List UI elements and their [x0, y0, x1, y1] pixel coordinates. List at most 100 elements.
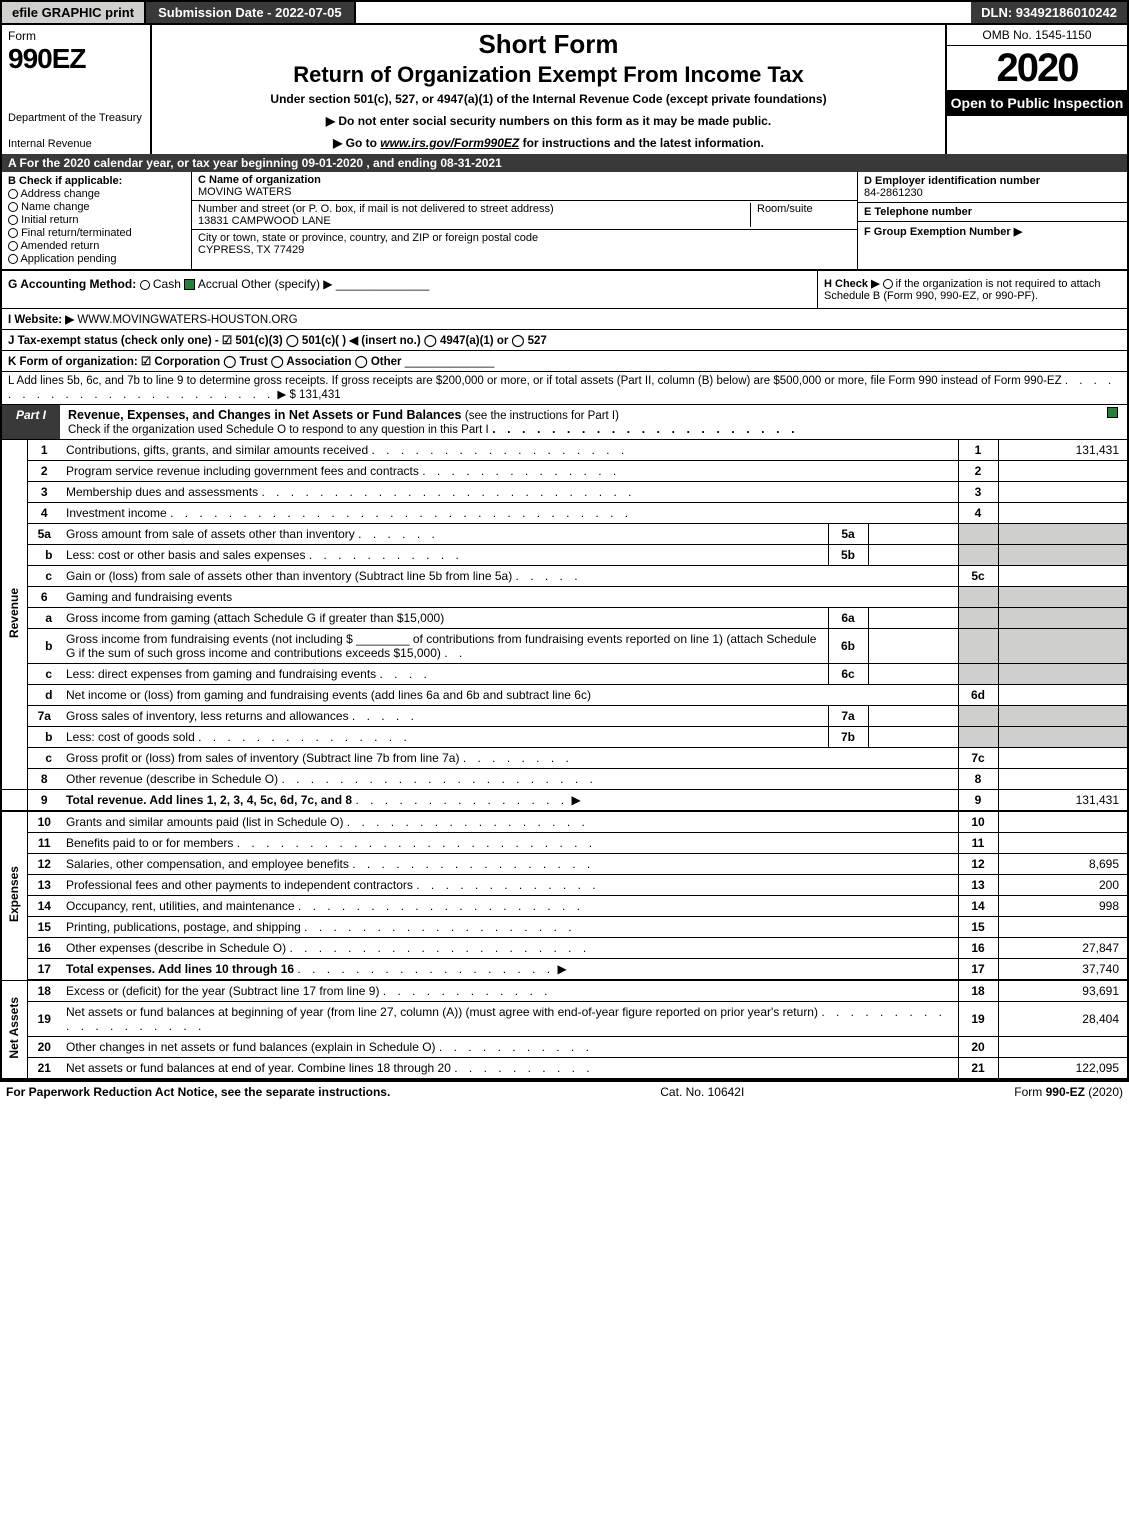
line-text: Other changes in net assets or fund bala… [66, 1040, 436, 1054]
line-rnum: 6d [958, 685, 998, 706]
line-num: 7a [27, 706, 61, 727]
row-l: L Add lines 5b, 6c, and 7b to line 9 to … [0, 372, 1129, 405]
line-num: a [27, 608, 61, 629]
shaded-cell [958, 524, 998, 545]
dln-label: DLN: 93492186010242 [971, 2, 1127, 23]
line-text: Benefits paid to or for members [66, 836, 233, 850]
table-row: 20 Other changes in net assets or fund b… [1, 1037, 1128, 1058]
address-label: Number and street (or P. O. box, if mail… [198, 203, 554, 215]
line-text: Gross income from fundraising events (no… [66, 632, 353, 646]
line-value [998, 1037, 1128, 1058]
table-row: a Gross income from gaming (attach Sched… [1, 608, 1128, 629]
table-row: 9 Total revenue. Add lines 1, 2, 3, 4, 5… [1, 790, 1128, 812]
line-rnum: 9 [958, 790, 998, 812]
line-num: 14 [27, 896, 61, 917]
website-value[interactable]: WWW.MOVINGWATERS-HOUSTON.ORG [77, 314, 297, 326]
label-accrual: Accrual [198, 277, 238, 291]
label-application-pending: Application pending [20, 253, 116, 265]
line-rnum: 20 [958, 1037, 998, 1058]
open-public-badge: Open to Public Inspection [947, 90, 1127, 116]
tax-exempt-line: J Tax-exempt status (check only one) - ☑… [8, 335, 547, 347]
table-row: 4 Investment income . . . . . . . . . . … [1, 503, 1128, 524]
line-value: 8,695 [998, 854, 1128, 875]
revenue-table: Revenue 1 Contributions, gifts, grants, … [0, 440, 1129, 1080]
line-text: Grants and similar amounts paid (list in… [66, 815, 343, 829]
line-rnum: 3 [958, 482, 998, 503]
line-rnum: 2 [958, 461, 998, 482]
line-rnum: 7c [958, 748, 998, 769]
line-value [998, 482, 1128, 503]
line-num: 20 [27, 1037, 61, 1058]
part1-number: Part I [2, 405, 60, 439]
shaded-cell [998, 608, 1128, 629]
group-exemption-label: F Group Exemption Number ▶ [864, 226, 1022, 238]
side-net-assets: Net Assets [7, 997, 21, 1059]
check-address-change[interactable]: Address change [8, 188, 185, 200]
part1-header: Part I Revenue, Expenses, and Changes in… [0, 405, 1129, 440]
line-value [998, 917, 1128, 938]
check-name-change[interactable]: Name change [8, 201, 185, 213]
line-rnum: 12 [958, 854, 998, 875]
inner-num: 7a [828, 706, 868, 727]
section-b-header: B Check if applicable: [8, 175, 185, 187]
check-accrual[interactable] [184, 279, 195, 290]
part1-title-text: Revenue, Expenses, and Changes in Net As… [68, 408, 461, 422]
efile-print-button[interactable]: efile GRAPHIC print [2, 2, 146, 23]
side-revenue: Revenue [7, 588, 21, 638]
goto-post: for instructions and the latest informat… [519, 136, 764, 150]
inner-value [868, 545, 958, 566]
line-num: 5a [27, 524, 61, 545]
inner-value [868, 629, 958, 664]
irs-link[interactable]: www.irs.gov/Form990EZ [380, 136, 519, 150]
line-num: 10 [27, 811, 61, 833]
row-k: K Form of organization: ☑ Corporation ◯ … [0, 351, 1129, 372]
line-num: c [27, 664, 61, 685]
line-num: 11 [27, 833, 61, 854]
part1-sub: Check if the organization used Schedule … [68, 424, 489, 436]
inner-num: 6a [828, 608, 868, 629]
line-rnum: 8 [958, 769, 998, 790]
line-text: Gain or (loss) from sale of assets other… [66, 569, 512, 583]
line-num: 16 [27, 938, 61, 959]
schedule-b-check: H Check ▶ if the organization is not req… [817, 271, 1127, 308]
form-header: Form 990EZ Department of the Treasury In… [0, 25, 1129, 154]
line-text: Gaming and fundraising events [66, 590, 232, 604]
g-label: G Accounting Method: [8, 277, 136, 291]
footer-center: Cat. No. 10642I [660, 1085, 744, 1099]
shaded-cell [958, 706, 998, 727]
table-row: 8 Other revenue (describe in Schedule O)… [1, 769, 1128, 790]
check-final-return[interactable]: Final return/terminated [8, 227, 185, 239]
ein-value: 84-2861230 [864, 187, 923, 199]
tax-year: 2020 [947, 46, 1127, 90]
table-row: 14 Occupancy, rent, utilities, and maint… [1, 896, 1128, 917]
table-row: 7a Gross sales of inventory, less return… [1, 706, 1128, 727]
inner-value [868, 727, 958, 748]
h-label: H Check ▶ [824, 278, 880, 290]
section-def: D Employer identification number 84-2861… [857, 172, 1127, 269]
footer-left: For Paperwork Reduction Act Notice, see … [6, 1085, 390, 1099]
line-value: 131,431 [998, 440, 1128, 461]
line-text: Membership dues and assessments [66, 485, 258, 499]
line-num: 3 [27, 482, 61, 503]
part1-check[interactable] [1097, 405, 1127, 439]
city-row: City or town, state or province, country… [192, 230, 857, 258]
table-row: 3 Membership dues and assessments . . . … [1, 482, 1128, 503]
table-row: Expenses 10 Grants and similar amounts p… [1, 811, 1128, 833]
line-num: 12 [27, 854, 61, 875]
shaded-cell [998, 727, 1128, 748]
line-text: Other expenses (describe in Schedule O) [66, 941, 286, 955]
line-rnum: 11 [958, 833, 998, 854]
check-initial-return[interactable]: Initial return [8, 214, 185, 226]
line-rnum: 5c [958, 566, 998, 587]
check-cash[interactable] [140, 280, 150, 290]
table-row: 13 Professional fees and other payments … [1, 875, 1128, 896]
line-num: 4 [27, 503, 61, 524]
check-application-pending[interactable]: Application pending [8, 253, 185, 265]
line-text: Other revenue (describe in Schedule O) [66, 772, 278, 786]
line-text: Less: cost or other basis and sales expe… [66, 548, 305, 562]
inner-num: 5a [828, 524, 868, 545]
check-schedule-b[interactable] [883, 279, 893, 289]
check-amended-return[interactable]: Amended return [8, 240, 185, 252]
form-word: Form [8, 29, 144, 43]
line-rnum: 13 [958, 875, 998, 896]
